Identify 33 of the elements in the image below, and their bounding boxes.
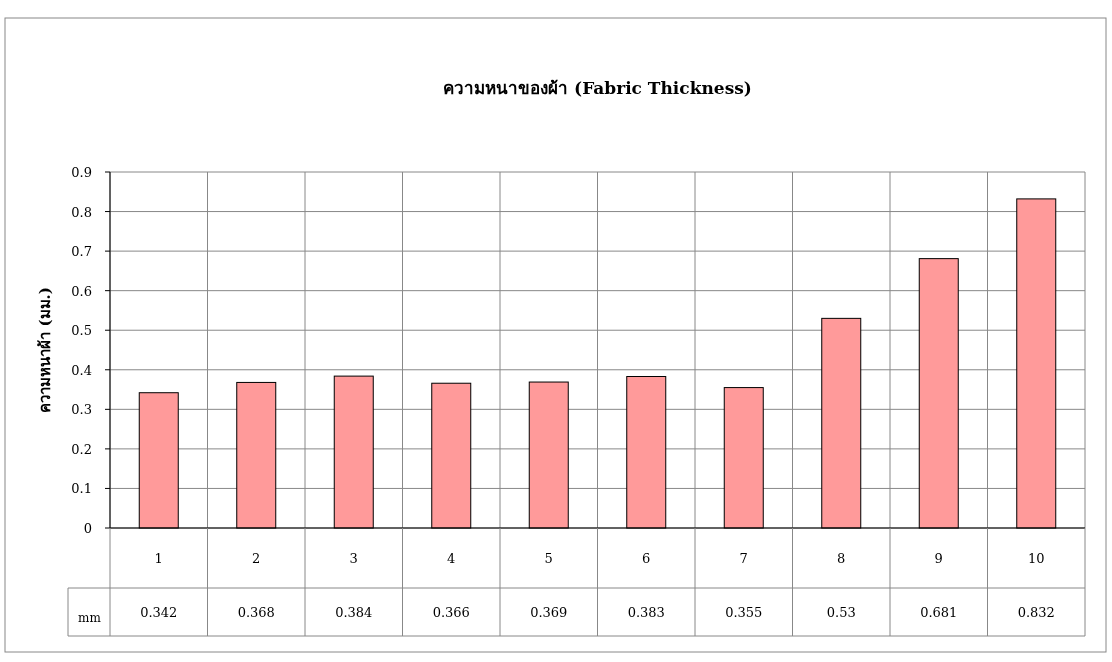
y-tick-label: 0.4 — [71, 362, 92, 378]
y-tick-label: 0.2 — [71, 441, 92, 457]
data-label: 0.383 — [627, 605, 665, 620]
data-label: 0.366 — [432, 605, 470, 620]
y-tick-label: 0.1 — [71, 481, 92, 497]
x-tick-label: 6 — [642, 551, 651, 566]
y-axis-title: ความหนาผ้า (มม.) — [36, 287, 54, 413]
y-tick-label: 0.6 — [71, 283, 92, 299]
y-tick-label: 0.7 — [71, 244, 92, 260]
y-tick-label: 0.8 — [71, 204, 92, 220]
chart-title: ความหนาของผ้า (Fabric Thickness) — [443, 78, 752, 98]
data-label: 0.832 — [1017, 605, 1055, 620]
text: mm — [78, 611, 102, 625]
x-tick-label: 1 — [154, 551, 163, 566]
x-tick-label: 10 — [1027, 551, 1045, 566]
data-label: 0.384 — [335, 605, 373, 620]
data-label: 0.355 — [725, 605, 763, 620]
x-tick-label: 4 — [447, 551, 456, 566]
data-label: 0.681 — [920, 605, 958, 620]
y-tick-label: 0 — [83, 521, 92, 536]
y-tick-label: 0.5 — [71, 323, 92, 339]
data-label: 0.369 — [530, 605, 568, 620]
y-tick-label: 0.3 — [71, 402, 92, 418]
x-tick-label: 2 — [252, 551, 261, 566]
x-tick-label: 5 — [544, 551, 553, 566]
data-label: 0.53 — [826, 605, 856, 620]
x-tick-label: 3 — [349, 551, 358, 566]
x-tick-label: 8 — [837, 551, 846, 566]
data-label: 0.342 — [140, 605, 178, 620]
x-tick-label: 7 — [739, 551, 748, 566]
data-label: 0.368 — [237, 605, 275, 620]
y-tick-label: 0.9 — [71, 165, 92, 180]
x-tick-label: 9 — [934, 551, 943, 566]
